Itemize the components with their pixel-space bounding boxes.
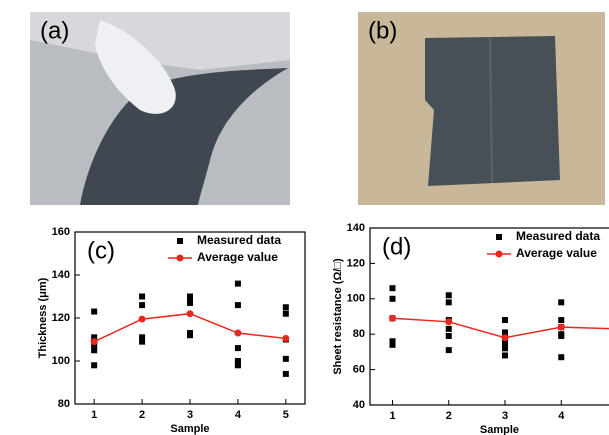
measured-point (91, 362, 98, 369)
y-axis-label: Sheet resistance (Ω/□) (332, 258, 344, 375)
measured-point (187, 299, 193, 306)
measured-point (91, 342, 98, 349)
average-point (445, 318, 453, 326)
measured-point (445, 292, 452, 299)
y-tick-label: 120 (52, 312, 70, 324)
x-tick-label: 4 (235, 409, 242, 421)
measured-point (502, 345, 508, 352)
legend-marker (495, 250, 503, 258)
measured-point (558, 354, 565, 361)
measured-point (187, 293, 193, 300)
photo-a: (a) (30, 12, 290, 205)
x-axis-label: Sample (170, 423, 209, 435)
x-tick-label: 5 (283, 409, 289, 421)
y-axis-label: Thickness (μm) (37, 277, 49, 358)
measured-point (139, 293, 146, 300)
measured-point (502, 340, 508, 347)
average-point (186, 310, 194, 318)
x-axis-label: Sample (480, 424, 519, 435)
measured-point (91, 334, 98, 341)
measured-point (234, 280, 241, 287)
measured-point (234, 302, 241, 309)
panel-label: (d) (382, 233, 411, 260)
measured-point (389, 285, 396, 292)
measured-point (389, 338, 396, 345)
average-line (392, 317, 609, 339)
photo-shade (30, 12, 290, 70)
average-point (389, 314, 396, 322)
y-tick-label: 120 (347, 257, 365, 269)
y-tick-label: 100 (347, 293, 365, 305)
legend-label: Average value (197, 250, 278, 264)
measured-point (282, 355, 289, 362)
y-tick-label: 80 (353, 328, 365, 340)
legend-marker (176, 254, 184, 262)
measured-point (139, 302, 146, 309)
y-tick-label: 140 (347, 222, 365, 234)
x-tick-label: 3 (187, 409, 193, 421)
average-point (138, 315, 146, 323)
measured-point (389, 341, 396, 348)
measured-point (91, 308, 98, 315)
legend-marker (496, 234, 502, 240)
average-point (557, 323, 565, 331)
average-point (90, 338, 98, 346)
average-point (282, 334, 290, 342)
measured-point (445, 347, 452, 354)
legend-label: Average value (516, 246, 597, 260)
x-tick-label: 1 (91, 409, 97, 421)
measured-point (445, 332, 452, 339)
photo-label: (a) (40, 17, 69, 44)
photo-fold (489, 36, 493, 184)
measured-point (187, 332, 193, 339)
measured-point (502, 329, 508, 336)
x-tick-label: 2 (446, 410, 452, 422)
measured-point (91, 347, 98, 354)
measured-point (445, 299, 452, 306)
x-tick-label: 3 (502, 410, 508, 422)
measured-point (558, 332, 565, 339)
measured-point (389, 295, 396, 302)
average-point (234, 329, 242, 337)
y-tick-label: 40 (353, 399, 365, 411)
measured-point (282, 370, 289, 377)
x-tick-label: 1 (389, 410, 395, 422)
measured-point (282, 304, 289, 311)
measured-point (558, 299, 565, 306)
measured-point (558, 317, 565, 324)
photo-b: (b) (358, 12, 605, 205)
measured-point (139, 338, 146, 345)
measured-point (502, 352, 508, 359)
measured-point (502, 317, 508, 324)
measured-point (139, 334, 146, 341)
y-tick-label: 140 (52, 269, 70, 281)
panel-label: (c) (87, 237, 115, 264)
y-tick-label: 160 (52, 226, 70, 238)
measured-point (445, 325, 452, 332)
legend-label: Measured data (516, 229, 600, 243)
x-tick-label: 2 (139, 409, 145, 421)
x-tick-label: 4 (558, 410, 565, 422)
photo-label: (b) (368, 17, 397, 44)
measured-point (234, 362, 241, 369)
photo-glove (95, 20, 176, 114)
legend-label: Measured data (197, 233, 281, 247)
legend-marker (177, 238, 183, 244)
y-tick-label: 100 (52, 355, 70, 367)
measured-point (234, 345, 241, 352)
measured-point (282, 310, 289, 317)
y-tick-label: 80 (58, 398, 70, 410)
y-tick-label: 60 (353, 364, 365, 376)
photo-sheet (425, 36, 560, 186)
average-point (501, 334, 509, 342)
